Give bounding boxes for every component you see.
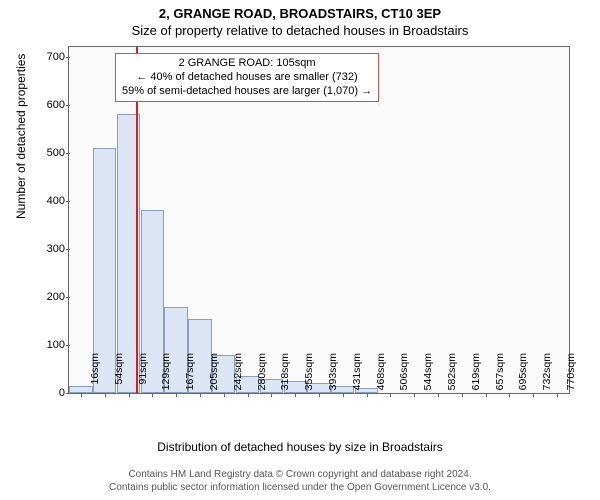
x-tick-label: 54sqm [109, 353, 125, 393]
y-tick-label: 100 [25, 339, 69, 351]
x-tick-mark [105, 393, 106, 397]
y-tick-label: 200 [25, 291, 69, 303]
x-tick-label: 506sqm [394, 353, 410, 393]
x-tick-mark [129, 393, 130, 397]
x-tick-mark [414, 393, 415, 397]
chart-title-address: 2, GRANGE ROAD, BROADSTAIRS, CT10 3EP [0, 0, 600, 21]
x-tick-label: 544sqm [418, 353, 434, 393]
x-tick-label: 582sqm [442, 353, 458, 393]
x-tick-mark [533, 393, 534, 397]
x-tick-mark [462, 393, 463, 397]
x-tick-mark [152, 393, 153, 397]
x-tick-label: 205sqm [204, 353, 220, 393]
x-axis-label: Distribution of detached houses by size … [0, 440, 600, 454]
annotation-line-property: 2 GRANGE ROAD: 105sqm [122, 57, 372, 71]
x-tick-label: 619sqm [466, 353, 482, 393]
x-tick-mark [509, 393, 510, 397]
x-tick-mark [248, 393, 249, 397]
footer-line1: Contains HM Land Registry data © Crown c… [0, 469, 600, 482]
x-tick-label: 431sqm [347, 353, 363, 393]
annotation-line-larger: 59% of semi-detached houses are larger (… [122, 85, 372, 99]
x-tick-mark [438, 393, 439, 397]
x-tick-label: 468sqm [371, 353, 387, 393]
x-tick-mark [343, 393, 344, 397]
x-tick-mark [319, 393, 320, 397]
x-tick-label: 318sqm [275, 353, 291, 393]
x-tick-mark [176, 393, 177, 397]
histogram-plot-area: 2 GRANGE ROAD: 105sqm ← 40% of detached … [68, 46, 570, 394]
y-tick-label: 700 [25, 51, 69, 63]
footer-attribution: Contains HM Land Registry data © Crown c… [0, 469, 600, 494]
x-tick-label: 91sqm [133, 353, 149, 393]
x-tick-mark [557, 393, 558, 397]
chart-title-subtitle: Size of property relative to detached ho… [0, 21, 600, 38]
y-tick-label: 600 [25, 99, 69, 111]
annotation-line-smaller: ← 40% of detached houses are smaller (73… [122, 71, 372, 85]
x-tick-label: 770sqm [561, 353, 577, 393]
x-tick-label: 695sqm [513, 353, 529, 393]
x-tick-mark [367, 393, 368, 397]
x-tick-label: 732sqm [537, 353, 553, 393]
footer-line2: Contains public sector information licen… [0, 482, 600, 495]
x-tick-label: 242sqm [228, 353, 244, 393]
x-tick-mark [390, 393, 391, 397]
x-tick-mark [271, 393, 272, 397]
x-tick-mark [200, 393, 201, 397]
x-tick-mark [81, 393, 82, 397]
x-tick-label: 16sqm [85, 353, 101, 393]
y-tick-label: 400 [25, 195, 69, 207]
x-tick-label: 167sqm [180, 353, 196, 393]
x-tick-label: 393sqm [323, 353, 339, 393]
x-tick-mark [295, 393, 296, 397]
x-tick-mark [486, 393, 487, 397]
x-tick-mark [224, 393, 225, 397]
x-tick-label: 129sqm [156, 353, 172, 393]
x-tick-label: 280sqm [252, 353, 268, 393]
y-tick-label: 300 [25, 243, 69, 255]
marker-annotation-box: 2 GRANGE ROAD: 105sqm ← 40% of detached … [115, 53, 379, 102]
x-tick-label: 355sqm [299, 353, 315, 393]
y-tick-label: 0 [25, 387, 69, 399]
y-tick-label: 500 [25, 147, 69, 159]
x-tick-label: 657sqm [490, 353, 506, 393]
